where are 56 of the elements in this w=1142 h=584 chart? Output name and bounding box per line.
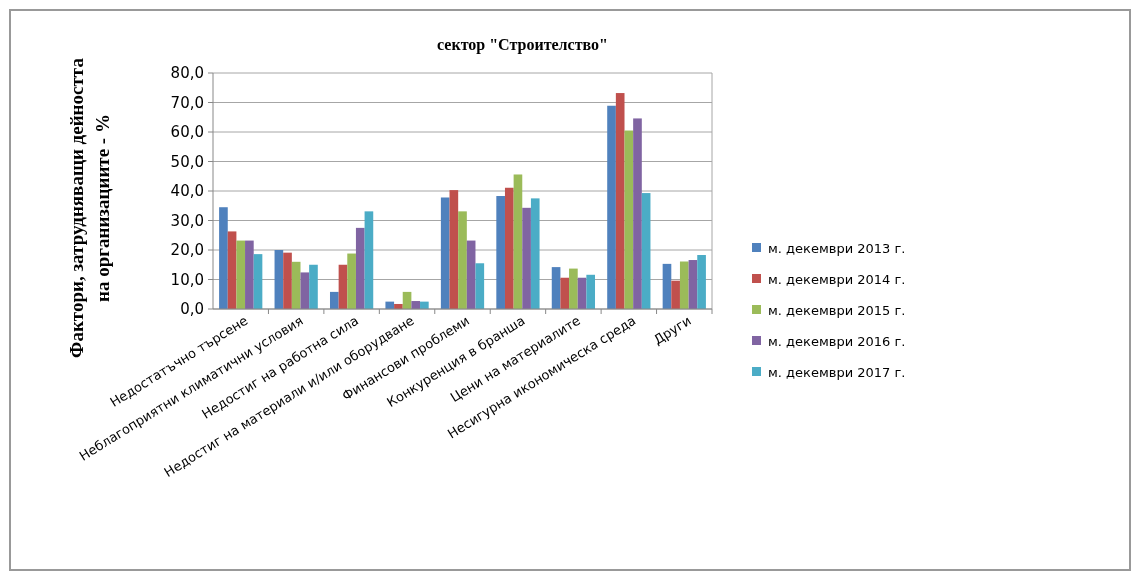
- y-tick-label: 0,0: [180, 300, 204, 319]
- legend-label: м. декември 2016 г.: [768, 333, 906, 349]
- bar: [475, 263, 485, 309]
- legend-label: м. декември 2013 г.: [768, 240, 906, 256]
- bar: [641, 193, 651, 309]
- chart-title: сектор "Строителство": [437, 36, 608, 54]
- bar: [364, 211, 374, 309]
- bar: [329, 291, 339, 309]
- y-tick-label: 50,0: [170, 152, 204, 171]
- legend-label: м. декември 2014 г.: [768, 271, 906, 287]
- bar: [347, 253, 356, 309]
- bar: [586, 274, 596, 309]
- bar: [496, 196, 505, 309]
- legend-label: м. декември 2015 г.: [768, 302, 906, 318]
- bar: [671, 280, 680, 309]
- bar: [615, 93, 625, 309]
- bar: [253, 254, 263, 309]
- bar: [560, 277, 570, 309]
- bar: [466, 240, 476, 309]
- bar: [551, 267, 561, 309]
- bar: [504, 187, 514, 309]
- bar: [513, 174, 523, 309]
- bar: [569, 268, 578, 309]
- y-tick-label: 70,0: [170, 93, 204, 112]
- bar: [411, 301, 421, 309]
- y-tick-label: 30,0: [170, 211, 204, 230]
- y-axis-title: Фактори, затрудняващи дейността на организациите - %: [66, 57, 113, 358]
- y-tick-label: 40,0: [170, 182, 204, 201]
- bar: [245, 240, 254, 309]
- bar: [274, 250, 284, 309]
- bar: [338, 264, 348, 309]
- legend-label: м. декември 2017 г.: [768, 364, 906, 380]
- bar: [522, 207, 531, 309]
- bar: [624, 130, 634, 309]
- bar: [662, 263, 672, 309]
- bar: [227, 231, 237, 309]
- y-tick-label: 60,0: [170, 123, 204, 142]
- bar: [633, 118, 642, 309]
- bar: [309, 264, 318, 309]
- bar: [679, 261, 689, 309]
- bar: [236, 240, 246, 309]
- bar: [219, 207, 228, 309]
- bar: [688, 260, 698, 309]
- bar: [697, 255, 706, 309]
- bar: [291, 261, 301, 309]
- bar: [530, 198, 540, 309]
- y-tick-label: 20,0: [170, 241, 204, 260]
- y-tick-label: 80,0: [170, 64, 204, 83]
- bar: [449, 190, 459, 309]
- y-tick-label: 10,0: [170, 270, 204, 289]
- bar: [300, 272, 310, 309]
- bar: [440, 197, 450, 309]
- bar: [607, 105, 616, 309]
- bar: [458, 211, 467, 309]
- bar: [283, 252, 292, 309]
- bar: [355, 227, 365, 309]
